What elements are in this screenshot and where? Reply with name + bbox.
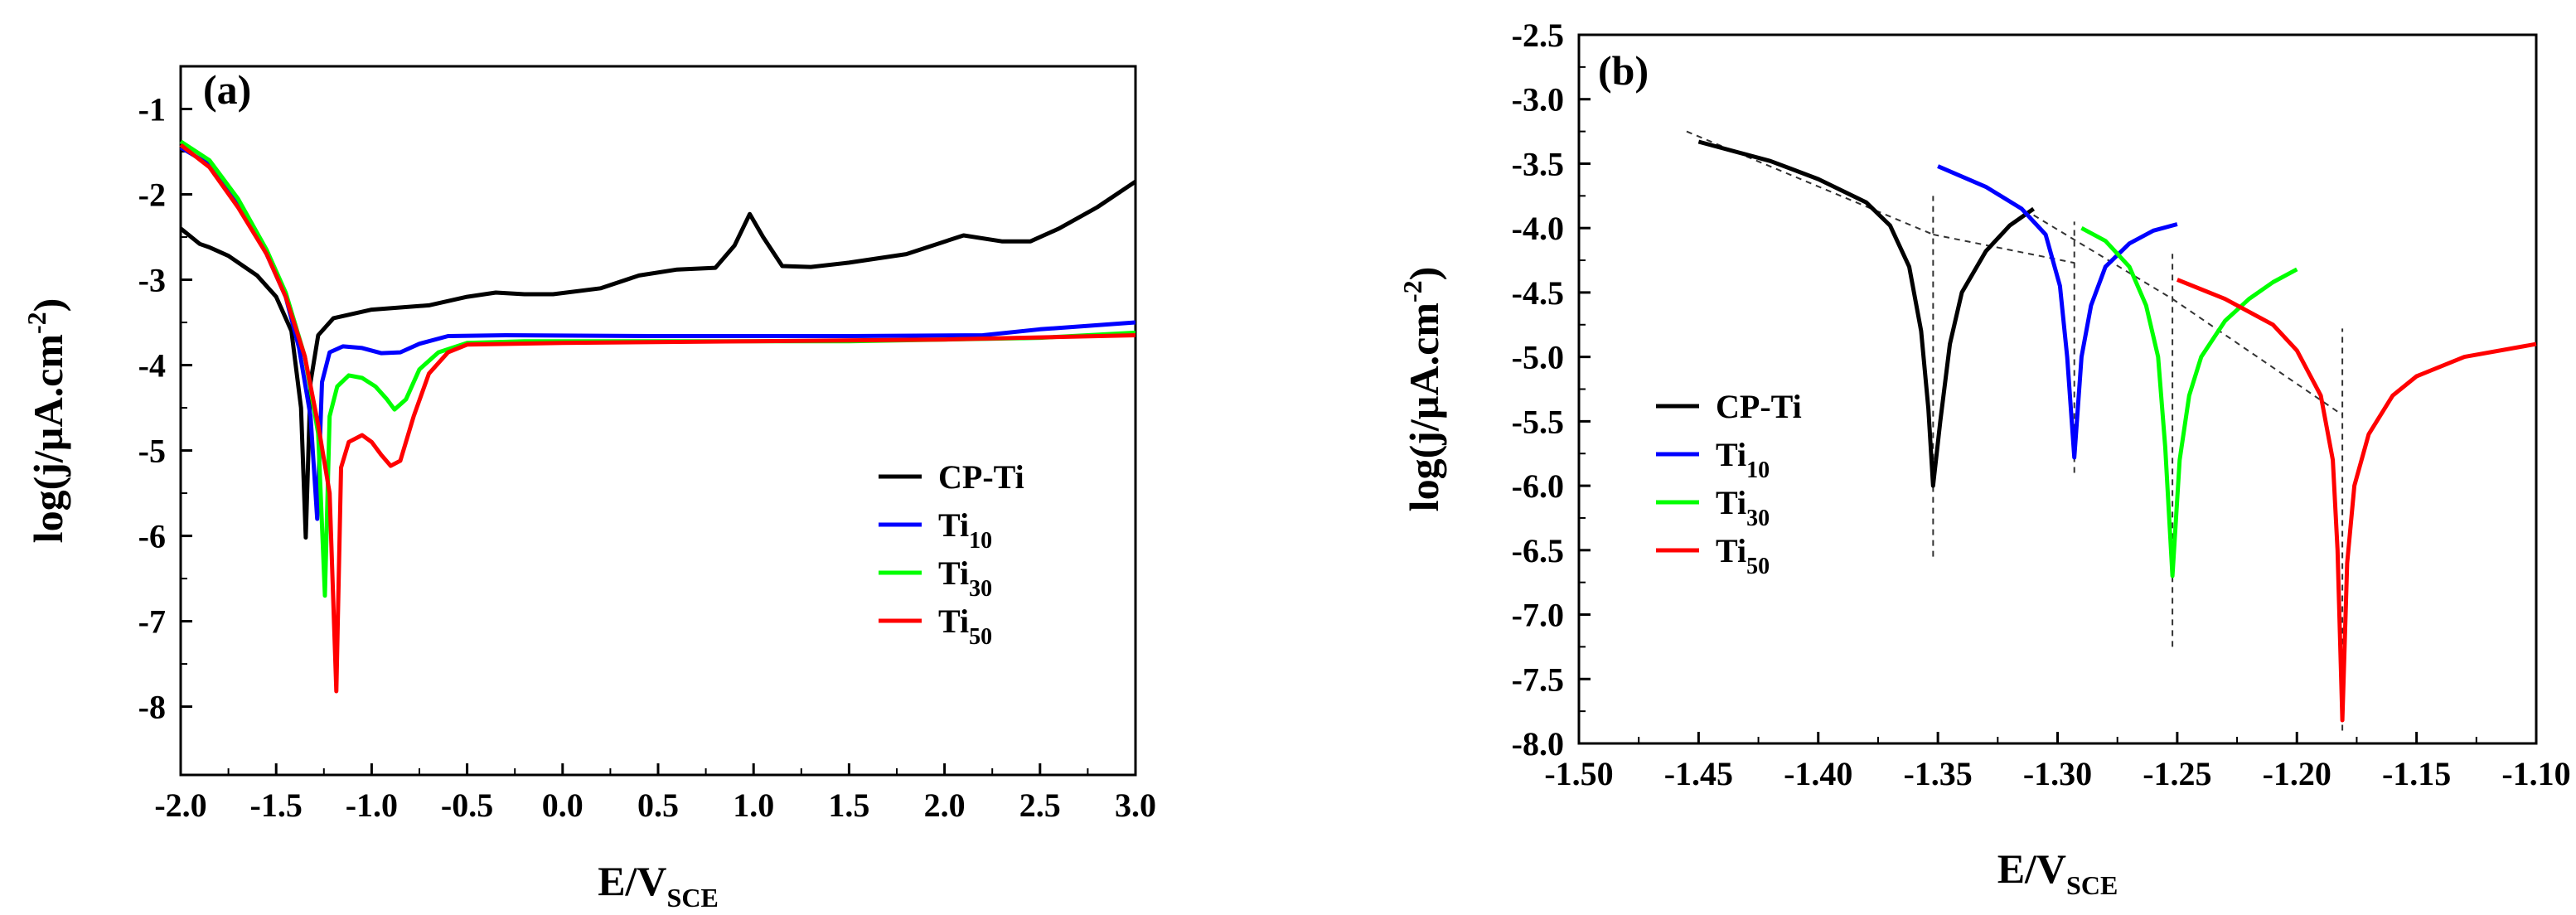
legend-label-subscript: 50 [1746, 554, 1770, 579]
legend-label-subscript: 30 [969, 576, 992, 602]
y-tick-label: -4.0 [1512, 210, 1564, 247]
legend-label-base: CP-Ti [938, 458, 1024, 496]
y-tick-label: -5 [138, 433, 166, 470]
series-line-cp-ti [1697, 139, 2036, 488]
legend-label-ti50: Ti50 [1716, 532, 1770, 579]
chart-b: -1.50 -1.45 -1.40 -1.35 -1.30 -1.25 -1.20 -1.15… [1397, 17, 2571, 900]
y-tick-label: -1 [138, 91, 166, 128]
y-tick-label: -6 [138, 518, 166, 555]
y-axis-title-superscript: -2 [1397, 280, 1427, 303]
x-tick-label: -0.5 [441, 787, 493, 824]
x-axis-title-subscript: SCE [2066, 870, 2118, 900]
legend-label-cp-ti: CP-Ti [1716, 388, 1802, 425]
x-tick-label: -1.15 [2382, 755, 2451, 792]
legend-label-base: Ti [1716, 532, 1746, 569]
y-axis-title-base: log(j/µA.cm [25, 334, 71, 543]
x-tick-label: -1.40 [1784, 755, 1852, 792]
panel-label: (a) [203, 66, 251, 113]
tafel-tangent-line [2172, 298, 2343, 416]
legend-label-base: Ti [1716, 436, 1746, 473]
legend-label-ti10: Ti10 [1716, 436, 1770, 483]
y-tick-label: -6.0 [1512, 467, 1564, 505]
series-line-ti30 [2080, 225, 2298, 579]
y-tick-label: -2.5 [1512, 17, 1564, 54]
legend-label-ti50: Ti50 [938, 603, 992, 650]
legend-label-subscript: 10 [1746, 458, 1770, 483]
legend-label-base: Ti [938, 506, 969, 544]
legend-label-ti30: Ti30 [938, 554, 992, 602]
legend-label-ti30: Ti30 [1716, 484, 1770, 531]
y-tick-label: -7.5 [1512, 661, 1564, 698]
series-line-cp-ti [179, 180, 1137, 540]
x-tick-label: -2.0 [154, 787, 206, 824]
legend-label-ti10: Ti10 [938, 506, 992, 554]
x-tick-label: 2.0 [924, 787, 966, 824]
x-tick-label: -1.50 [1544, 755, 1613, 792]
y-axis-title-close: ) [1401, 267, 1447, 281]
series-line-ti50 [2176, 278, 2537, 723]
x-tick-label: -1.30 [2023, 755, 2092, 792]
y-tick-label: -7 [138, 603, 166, 641]
x-tick-label: -1.45 [1664, 755, 1733, 792]
x-tick-label: 0.0 [542, 787, 583, 824]
x-axis-title-subscript: SCE [667, 883, 719, 913]
y-tick-label: -5.0 [1512, 339, 1564, 376]
x-tick-label: 3.0 [1115, 787, 1156, 824]
y-tick-label: -3.5 [1512, 145, 1564, 182]
y-axis-title-superscript: -2 [22, 312, 51, 334]
panel-label: (b) [1598, 47, 1649, 94]
chart-a: -2.0 -1.5 -1.0 -0.5 0.0 0.5 1.0 1.5 2.0 2.5 3.0 -1 -… [22, 65, 1156, 913]
y-tick-label: -4 [138, 347, 166, 385]
legend-label-subscript: 10 [969, 528, 992, 554]
x-tick-label: -1.20 [2263, 755, 2331, 792]
legend-label-cp-ti: CP-Ti [938, 458, 1024, 496]
y-tick-label: -5.5 [1512, 403, 1564, 440]
x-tick-label: 0.5 [637, 787, 679, 824]
y-tick-label: -2 [138, 177, 166, 214]
legend-label-subscript: 30 [1746, 506, 1770, 531]
x-axis-title: E/VSCE [1997, 845, 2118, 900]
x-tick-label: 2.5 [1019, 787, 1061, 824]
y-axis-title-close: ) [25, 298, 71, 312]
legend-label-base: CP-Ti [1716, 388, 1802, 425]
legend-label-base: Ti [1716, 484, 1746, 521]
x-axis-title-base: E/V [1997, 845, 2066, 892]
series-line-ti10 [1937, 164, 2178, 460]
x-tick-label: 1.5 [828, 787, 869, 824]
y-tick-label: -6.5 [1512, 532, 1564, 569]
plot-frame [179, 65, 1137, 777]
x-tick-label: -1.0 [346, 787, 398, 824]
x-axis-title: E/VSCE [598, 858, 719, 913]
y-tick-label: -3.0 [1512, 81, 1564, 119]
legend-label-base: Ti [938, 603, 969, 640]
y-axis-title: log(j/µA.cm-2) [22, 298, 71, 544]
legend-label-subscript: 50 [969, 624, 992, 650]
x-tick-label: 1.0 [733, 787, 774, 824]
y-tick-label: -8.0 [1512, 725, 1564, 762]
series-line-ti50 [179, 143, 1136, 694]
y-tick-label: -3 [138, 262, 166, 299]
x-axis-title-base: E/V [598, 858, 666, 904]
x-tick-label: -1.35 [1903, 755, 1972, 792]
y-tick-label: -4.5 [1512, 274, 1564, 312]
y-tick-label: -8 [138, 689, 166, 726]
y-axis-title: log(j/µA.cm-2) [1397, 267, 1447, 512]
x-tick-label: -1.25 [2143, 755, 2211, 792]
y-tick-label: -7.0 [1512, 597, 1564, 634]
x-tick-label: -1.5 [250, 787, 303, 824]
y-axis-title-base: log(j/µA.cm [1401, 303, 1447, 511]
tafel-tangent-line [2033, 214, 2173, 300]
x-tick-label: -1.10 [2501, 755, 2570, 792]
legend-label-base: Ti [938, 554, 969, 592]
